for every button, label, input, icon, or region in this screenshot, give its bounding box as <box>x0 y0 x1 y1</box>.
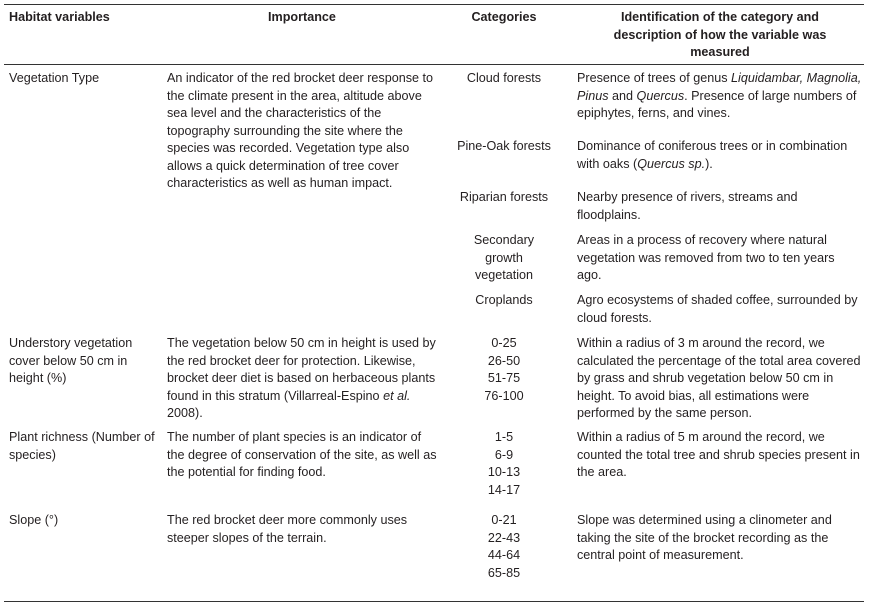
header-cell: Categories <box>471 10 537 24</box>
category-value: 65-85 <box>487 565 521 580</box>
category-cell: 1-5 6-9 10-13 14-17 <box>440 429 568 499</box>
text-run: Liquidambar, Magnolia, Pinus <box>577 71 862 103</box>
top-rule <box>4 4 864 5</box>
category-value: 1-5 <box>494 430 514 444</box>
category-cell: Pine-Oak forests <box>457 139 551 153</box>
header-cell: Importance <box>268 10 336 24</box>
variable-cell: Understory vegetation cover below 50 cm … <box>9 336 133 385</box>
category-value: 14-17 <box>487 482 521 497</box>
category-value: 6-9 <box>494 447 514 462</box>
category-cell: Croplands <box>475 293 533 307</box>
category-value: 26-50 <box>487 353 521 368</box>
text-run: . Presence of large numbers of epiphytes… <box>577 88 857 121</box>
category-value: 0-21 <box>491 513 517 527</box>
description-cell: Agro ecosystems of shaded coffee, surrou… <box>577 292 862 327</box>
category-value: 10-13 <box>487 465 521 479</box>
importance-cell: The red brocket deer more commonly uses … <box>167 512 437 547</box>
importance-cell: The number of plant species is an indica… <box>167 429 437 482</box>
text-run: Dominance of coniferous trees or in comb… <box>577 139 848 171</box>
importance-cell: An indicator of the red brocket deer res… <box>167 70 437 193</box>
text-run: ). <box>705 156 713 171</box>
text-run: The vegetation below 50 cm in height is … <box>167 336 436 403</box>
text-run: et al. <box>383 388 411 403</box>
category-value: 44-64 <box>487 548 521 562</box>
category-cell: 0-25 26-50 51-75 76-100 <box>440 335 568 405</box>
category-cell: Riparian forests <box>459 190 549 204</box>
text-run: Nearby presence of rivers, streams and f… <box>577 190 798 222</box>
description-cell: Areas in a process of recovery where nat… <box>577 232 862 285</box>
text-run: Slope was determined using a clinometer … <box>577 513 832 562</box>
description-cell: Dominance of coniferous trees or in comb… <box>577 138 862 173</box>
text-run: Quercus sp. <box>637 156 706 171</box>
importance-cell: The vegetation below 50 cm in height is … <box>167 335 437 423</box>
text-run: Within a radius of 3 m around the record… <box>577 336 861 420</box>
text-run: The number of plant species is an indica… <box>167 430 437 479</box>
category-cell: Secondary growth vegetation <box>473 233 535 282</box>
header-cell: Identification of the category and descr… <box>613 10 827 59</box>
text-run: Within a radius of 5 m around the record… <box>577 430 860 479</box>
category-cell: Cloud forests <box>466 71 542 85</box>
variable-cell: Slope (°) <box>9 513 59 527</box>
text-run: Agro ecosystems of shaded coffee, surrou… <box>577 293 858 325</box>
category-cell: 0-21 22-43 44-64 65-85 <box>440 512 568 582</box>
header-cell: Habitat variables <box>9 10 110 24</box>
text-run: 2008). <box>167 406 203 420</box>
text-run: Areas in a process of recovery where nat… <box>577 233 835 282</box>
text-run: An indicator of the red brocket deer res… <box>167 71 434 190</box>
description-cell: Slope was determined using a clinometer … <box>577 512 862 565</box>
category-value: 51-75 <box>487 371 521 385</box>
description-cell: Nearby presence of rivers, streams and f… <box>577 189 862 224</box>
text-run: The red brocket deer more commonly uses … <box>167 513 408 545</box>
variable-cell: Vegetation Type <box>9 71 100 85</box>
description-cell: Within a radius of 5 m around the record… <box>577 429 862 482</box>
variable-cell: Plant richness (Number of species) <box>9 430 155 462</box>
category-value: 0-25 <box>491 336 517 350</box>
text-run: Quercus <box>636 88 685 103</box>
description-cell: Presence of trees of genus Liquidambar, … <box>577 70 862 123</box>
bottom-rule <box>4 601 864 602</box>
header-rule <box>4 64 864 65</box>
description-cell: Within a radius of 3 m around the record… <box>577 335 862 423</box>
text-run: and <box>608 88 637 103</box>
text-run: Presence of trees of genus <box>577 71 732 85</box>
category-value: 22-43 <box>487 530 521 545</box>
category-value: 76-100 <box>484 388 524 403</box>
